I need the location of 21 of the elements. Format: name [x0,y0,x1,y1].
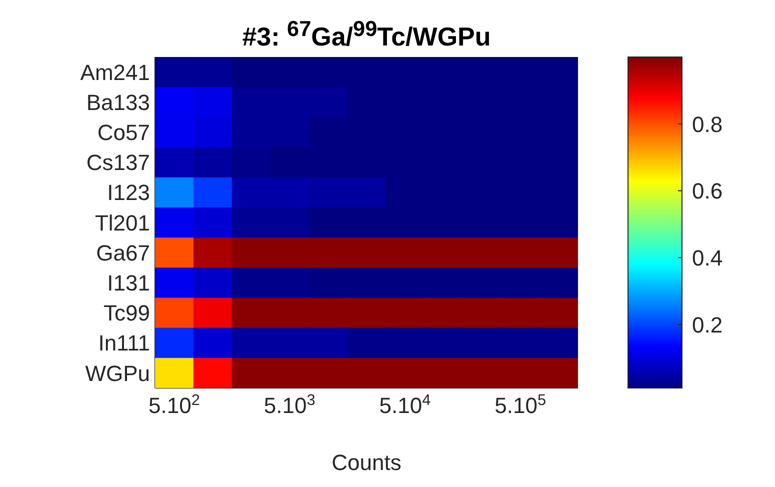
y-tick-label: Am241 [80,60,150,85]
chart-title: #3: $^{67}$Ga/$^{99}$Tc/WGPu [241,16,492,53]
color-bar-label: 0.8 [692,112,723,137]
y-tick-label: WGPu [85,360,150,386]
color-bar-label: 0.2 [692,312,723,338]
x-tick-label: 5.10$^{3}$ [264,392,316,418]
y-tick-label: I131 [107,270,150,296]
x-axis-title: Counts [332,450,402,475]
y-tick-label: Cs137 [86,150,150,176]
x-tick-label: 5.10$^{2}$ [148,392,200,418]
y-tick-label: Ga67 [96,240,150,266]
x-tick-label: 5.10$^{5}$ [494,392,546,418]
color-bar-label: 0.4 [692,246,723,271]
y-tick-label: Co57 [97,120,150,146]
y-tick-label: Tc99 [104,300,150,326]
y-tick-label: Ba133 [86,90,150,115]
x-tick-label: 5.10$^{4}$ [379,392,432,418]
y-tick-label: I123 [107,180,150,206]
y-tick-label: Tl201 [94,210,150,236]
color-bar-label: 0.6 [692,178,723,204]
y-tick-label: In111 [98,330,150,356]
